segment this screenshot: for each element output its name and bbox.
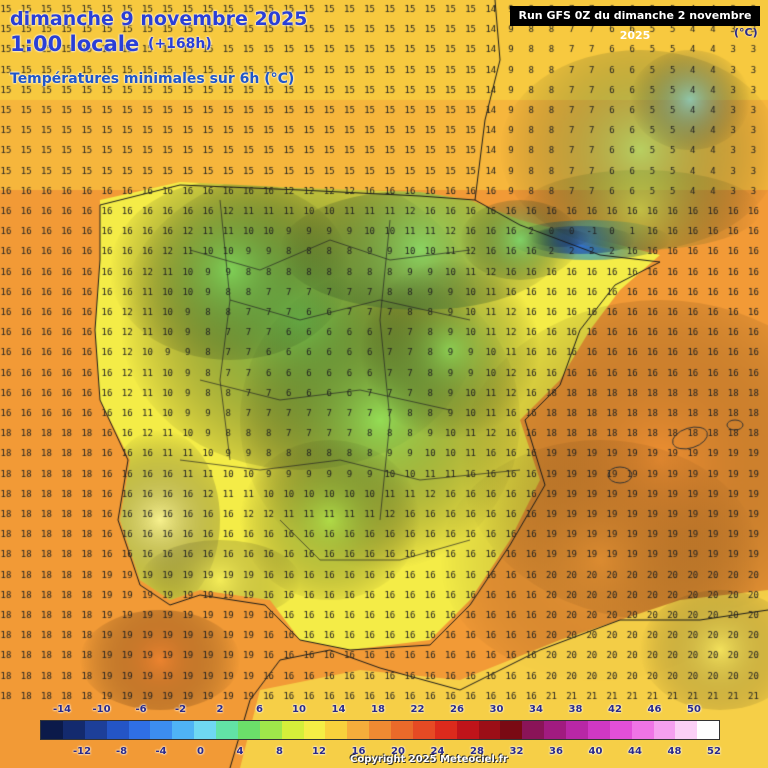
color-scale-swatch — [609, 721, 632, 739]
scale-tick-top: 50 — [687, 704, 701, 715]
run-info-banner: Run GFS 0Z du dimanche 2 novembre 2025 — [510, 6, 760, 42]
color-scale-swatch — [172, 721, 195, 739]
scale-tick-top: 42 — [608, 704, 622, 715]
scale-tick-bottom: 4 — [236, 746, 244, 757]
scale-tick-top: 26 — [450, 704, 464, 715]
scale-tick-top: 34 — [529, 704, 543, 715]
scale-tick-top: -6 — [135, 704, 147, 715]
scale-tick-top: 38 — [568, 704, 583, 715]
scale-tick-top: 10 — [292, 704, 306, 715]
color-scale-swatch — [281, 721, 304, 739]
scale-tick-bottom: 12 — [312, 746, 326, 757]
scale-tick-top: -14 — [52, 704, 72, 715]
scale-tick-bottom: -8 — [115, 746, 128, 757]
color-scale-swatch — [412, 721, 435, 739]
color-scale-swatch — [216, 721, 238, 739]
color-scale-swatch — [391, 721, 413, 739]
scale-tick-bottom: 40 — [588, 746, 603, 757]
forecast-time: 1:00 locale — [10, 32, 140, 56]
scale-tick-bottom: 44 — [628, 746, 642, 757]
scale-tick-bottom: 20 — [391, 746, 405, 757]
scale-tick-bottom: 8 — [276, 746, 283, 757]
scale-unit-label: (°C) — [734, 26, 758, 39]
copyright-notice: Copyright 2025 Meteociel.fr — [350, 754, 508, 765]
color-scale-swatch — [194, 721, 216, 739]
scale-tick-top: -2 — [174, 704, 187, 715]
color-scale-swatch — [434, 721, 457, 739]
color-scale-swatch — [106, 721, 129, 739]
scale-tick-bottom: 24 — [430, 746, 445, 757]
color-scale-swatch — [150, 721, 173, 739]
scale-tick-top: 18 — [371, 704, 385, 715]
scale-tick-top: 6 — [256, 704, 263, 715]
color-scale-swatch — [237, 721, 260, 739]
scale-tick-bottom: 28 — [470, 746, 484, 757]
forecast-date: dimanche 9 novembre 2025 — [10, 8, 308, 30]
color-scale-swatch — [631, 721, 654, 739]
scale-tick-top: 46 — [647, 704, 662, 715]
scale-tick-top: -10 — [92, 704, 111, 715]
color-scale-swatch — [369, 721, 391, 739]
color-scale-swatch — [456, 721, 479, 739]
forecast-lead-time: (+168h) — [148, 36, 212, 52]
color-scale-swatch — [566, 721, 588, 739]
color-scale-legend: -14 -10 -6 -2 2 6 10 14 18 22 26 30 34 38 42 46 50 -12 -8-… — [0, 700, 768, 768]
scale-tick-top: 30 — [489, 704, 504, 715]
color-scale-swatch — [84, 721, 107, 739]
color-scale-swatch — [675, 721, 698, 739]
color-scale-swatch — [303, 721, 326, 739]
color-scale-swatch — [347, 721, 370, 739]
scale-tick-top: 2 — [216, 704, 224, 715]
color-scale-swatch — [653, 721, 676, 739]
scale-tick-bottom: 36 — [549, 746, 563, 757]
color-scale-swatch — [500, 721, 523, 739]
color-scale-swatch — [41, 721, 63, 739]
scale-tick-bottom: 32 — [509, 746, 524, 757]
color-scale-swatch — [259, 721, 282, 739]
scale-tick-top: 14 — [331, 704, 346, 715]
color-scale-swatch — [697, 721, 720, 739]
color-scale-swatch — [587, 721, 610, 739]
scale-tick-bottom: 16 — [351, 746, 366, 757]
color-scale-swatch — [478, 721, 501, 739]
scale-tick-bottom: 48 — [667, 746, 682, 757]
scale-tick-bottom: -12 — [72, 746, 92, 757]
color-scale-swatch — [544, 721, 566, 739]
scale-tick-bottom: 52 — [707, 746, 721, 757]
scale-tick-top: 22 — [410, 704, 425, 715]
parameter-title: Températures minimales sur 6h (°C) — [10, 71, 295, 87]
scale-tick-bottom: 0 — [197, 746, 204, 757]
color-scale-swatch — [325, 721, 348, 739]
color-scale-swatch — [522, 721, 545, 739]
color-scale-bar — [40, 720, 720, 740]
color-scale-swatch — [62, 721, 85, 739]
scale-tick-bottom: -4 — [155, 746, 167, 757]
color-scale-swatch — [128, 721, 151, 739]
